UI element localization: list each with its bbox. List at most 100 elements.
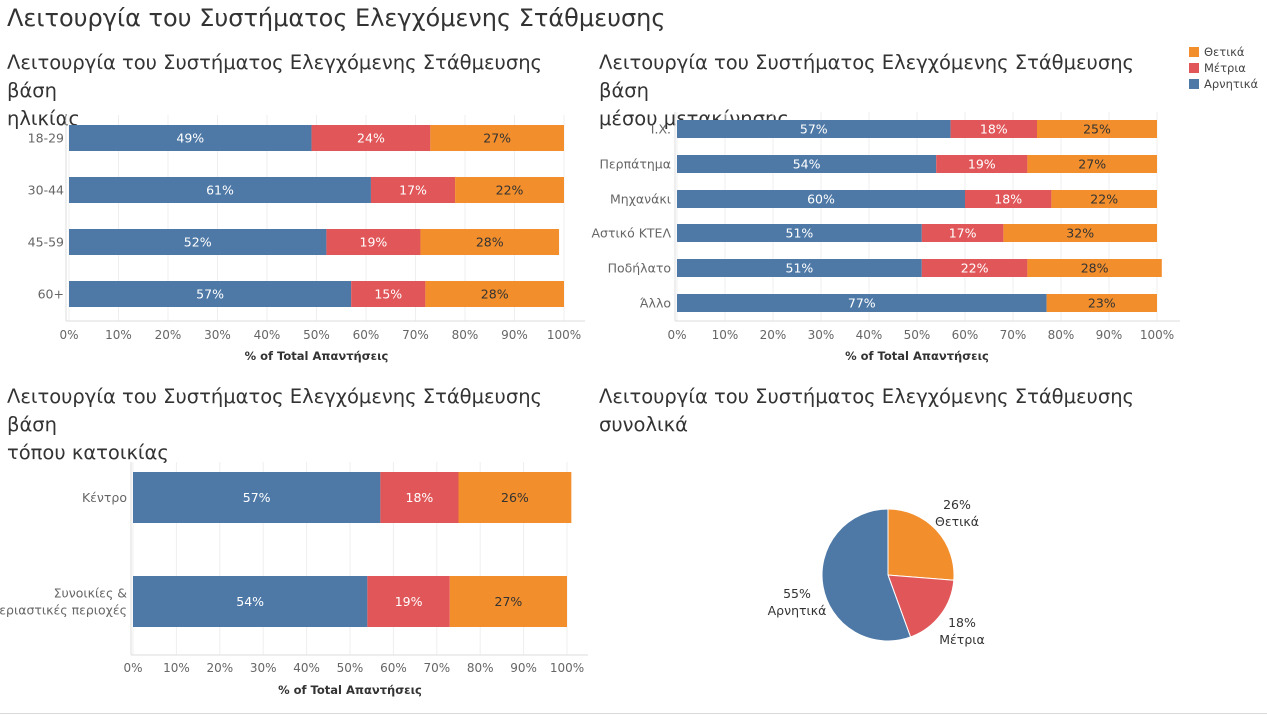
age-data-label: 19%	[360, 235, 388, 250]
residence-chart-title-line2: τόπου κατοικίας	[7, 441, 169, 464]
transport-bar-segment	[921, 224, 1004, 242]
legend: Θετικά Μέτρια Αρνητικά	[1189, 44, 1258, 92]
transport-bar-segment	[677, 259, 922, 277]
transport-data-label: 28%	[1081, 261, 1109, 276]
transport-x-tick-label: 80%	[1048, 328, 1075, 342]
age-bar-segment	[420, 229, 560, 255]
pie-slice-pct-label: 18%	[948, 615, 976, 630]
age-bar-segment	[351, 281, 426, 307]
transport-category-label: Περπάτημα	[600, 157, 672, 172]
footer-divider	[0, 713, 1267, 714]
residence-x-tick-label: 30%	[250, 661, 277, 675]
age-category-label: 60+	[38, 287, 64, 302]
transport-data-label: 23%	[1088, 296, 1116, 311]
transport-category-label: Μηχανάκι	[610, 192, 671, 207]
transport-data-label: 27%	[1078, 157, 1106, 172]
transport-bar-segment	[677, 224, 922, 242]
transport-category-label: Αστικό ΚΤΕΛ	[592, 226, 672, 241]
pie-slice	[887, 508, 955, 581]
age-bar-segment	[370, 177, 456, 203]
transport-bar-segment	[921, 259, 1028, 277]
legend-swatch-negative	[1189, 79, 1199, 89]
transport-data-label: 18%	[994, 192, 1022, 207]
age-chart-title-line2: ηλικίας	[7, 107, 80, 130]
age-bar-segment	[326, 229, 421, 255]
transport-data-label: 51%	[786, 226, 814, 241]
age-data-label: 17%	[399, 183, 427, 198]
residence-bar-segment	[133, 472, 381, 523]
age-bar-segment	[69, 177, 371, 203]
age-x-tick-label: 40%	[254, 328, 281, 342]
age-x-tick-label: 90%	[501, 328, 528, 342]
transport-bar-segment	[1027, 259, 1162, 277]
transport-data-label: 22%	[961, 261, 989, 276]
overall-chart-title-line2: συνολικά	[599, 413, 688, 436]
residence-bar-segment	[458, 472, 572, 523]
age-x-axis-label: % of Total Απαντήσεις	[245, 349, 389, 363]
transport-x-tick-label: 100%	[1140, 328, 1174, 342]
legend-item-medium[interactable]: Μέτρια	[1189, 60, 1258, 76]
residence-chart-title-line1: Λειτουργία του Συστήματος Ελεγχόμενης Στ…	[7, 385, 543, 436]
age-x-tick-label: 80%	[452, 328, 479, 342]
transport-x-tick-label: 20%	[760, 328, 787, 342]
legend-label-medium: Μέτρια	[1204, 61, 1246, 75]
transport-x-axis-label: % of Total Απαντήσεις	[845, 349, 989, 363]
age-data-label: 15%	[374, 287, 402, 302]
age-data-label: 28%	[476, 235, 504, 250]
age-x-tick-label: 100%	[547, 328, 581, 342]
legend-swatch-positive	[1189, 47, 1199, 57]
transport-x-tick-label: 70%	[1000, 328, 1027, 342]
residence-x-tick-label: 90%	[510, 661, 537, 675]
age-x-tick-label: 20%	[155, 328, 182, 342]
transport-x-tick-label: 30%	[808, 328, 835, 342]
residence-x-tick-label: 20%	[206, 661, 233, 675]
legend-label-negative: Αρνητικά	[1204, 77, 1259, 91]
legend-label-positive: Θετικά	[1204, 45, 1245, 59]
pie-slice-name-label: Θετικά	[935, 514, 979, 529]
residence-x-tick-label: 70%	[423, 661, 450, 675]
transport-bar-segment	[936, 155, 1028, 173]
transport-x-tick-label: 0%	[667, 328, 686, 342]
residence-bar-segment	[380, 472, 459, 523]
age-x-tick-label: 0%	[59, 328, 78, 342]
age-bar-segment	[425, 281, 564, 307]
residence-bar-segment	[133, 576, 368, 627]
overall-chart-title: Λειτουργία του Συστήματος Ελεγχόμενης Στ…	[599, 383, 1174, 439]
transport-bar-segment	[677, 155, 937, 173]
residence-bar-segment	[367, 576, 450, 627]
transport-x-tick-label: 60%	[952, 328, 979, 342]
pie-slice-name-label: Αρνητικά	[768, 603, 827, 618]
age-data-label: 28%	[481, 287, 509, 302]
transport-data-label: 60%	[807, 192, 835, 207]
transport-data-label: 77%	[848, 296, 876, 311]
residence-data-label: 18%	[406, 490, 434, 505]
residence-category-label: Κέντρο	[82, 490, 127, 505]
age-x-tick-label: 50%	[303, 328, 330, 342]
transport-x-tick-label: 40%	[856, 328, 883, 342]
residence-x-tick-label: 100%	[550, 661, 584, 675]
transport-category-label: Ποδήλατο	[608, 261, 671, 276]
transport-chart-title-line2: μέσου μετακίνησης	[599, 107, 789, 130]
age-x-tick-label: 10%	[105, 328, 132, 342]
pie-slice-pct-label: 55%	[783, 586, 811, 601]
residence-x-tick-label: 50%	[337, 661, 364, 675]
transport-data-label: 17%	[949, 226, 977, 241]
legend-item-positive[interactable]: Θετικά	[1189, 44, 1258, 60]
age-data-label: 22%	[496, 183, 524, 198]
transport-bar-segment	[965, 190, 1052, 208]
age-x-tick-label: 30%	[204, 328, 231, 342]
transport-x-tick-label: 50%	[904, 328, 931, 342]
age-x-tick-label: 60%	[353, 328, 380, 342]
transport-data-label: 51%	[786, 261, 814, 276]
residence-x-tick-label: 0%	[123, 661, 142, 675]
residence-category-label: Περιαστικές περιοχές	[0, 603, 127, 618]
transport-chart-title: Λειτουργία του Συστήματος Ελεγχόμενης Στ…	[599, 49, 1174, 133]
age-data-label: 52%	[184, 235, 212, 250]
legend-item-negative[interactable]: Αρνητικά	[1189, 76, 1258, 92]
transport-data-label: 32%	[1066, 226, 1094, 241]
transport-category-label: Άλλο	[640, 296, 671, 311]
pie-slice	[887, 574, 955, 638]
transport-data-label: 54%	[793, 157, 821, 172]
transport-data-label: 19%	[968, 157, 996, 172]
transport-x-tick-label: 90%	[1096, 328, 1123, 342]
